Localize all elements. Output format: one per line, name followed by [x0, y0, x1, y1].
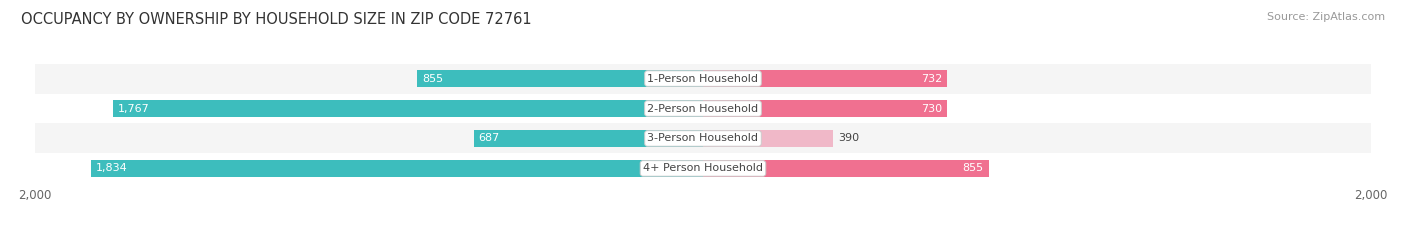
- Text: 855: 855: [422, 74, 444, 84]
- Text: 3-Person Household: 3-Person Household: [648, 134, 758, 144]
- Bar: [35, 93, 1371, 123]
- Text: 390: 390: [838, 134, 859, 144]
- Text: 1,767: 1,767: [118, 103, 149, 113]
- Bar: [35, 64, 1371, 93]
- Text: 1,834: 1,834: [96, 163, 128, 173]
- Text: 730: 730: [921, 103, 942, 113]
- Bar: [474, 130, 703, 147]
- Bar: [703, 130, 834, 147]
- Text: Source: ZipAtlas.com: Source: ZipAtlas.com: [1267, 12, 1385, 22]
- Text: OCCUPANCY BY OWNERSHIP BY HOUSEHOLD SIZE IN ZIP CODE 72761: OCCUPANCY BY OWNERSHIP BY HOUSEHOLD SIZE…: [21, 12, 531, 27]
- Text: 1-Person Household: 1-Person Household: [648, 74, 758, 84]
- Bar: [35, 154, 1371, 183]
- Bar: [35, 123, 1371, 154]
- Text: 855: 855: [962, 163, 983, 173]
- Text: 732: 732: [921, 74, 942, 84]
- Text: 687: 687: [478, 134, 501, 144]
- Bar: [112, 100, 703, 117]
- Text: 4+ Person Household: 4+ Person Household: [643, 163, 763, 173]
- Bar: [703, 160, 988, 177]
- Bar: [418, 70, 703, 87]
- Bar: [703, 100, 946, 117]
- Bar: [703, 70, 948, 87]
- Text: 2-Person Household: 2-Person Household: [647, 103, 759, 113]
- Bar: [90, 160, 703, 177]
